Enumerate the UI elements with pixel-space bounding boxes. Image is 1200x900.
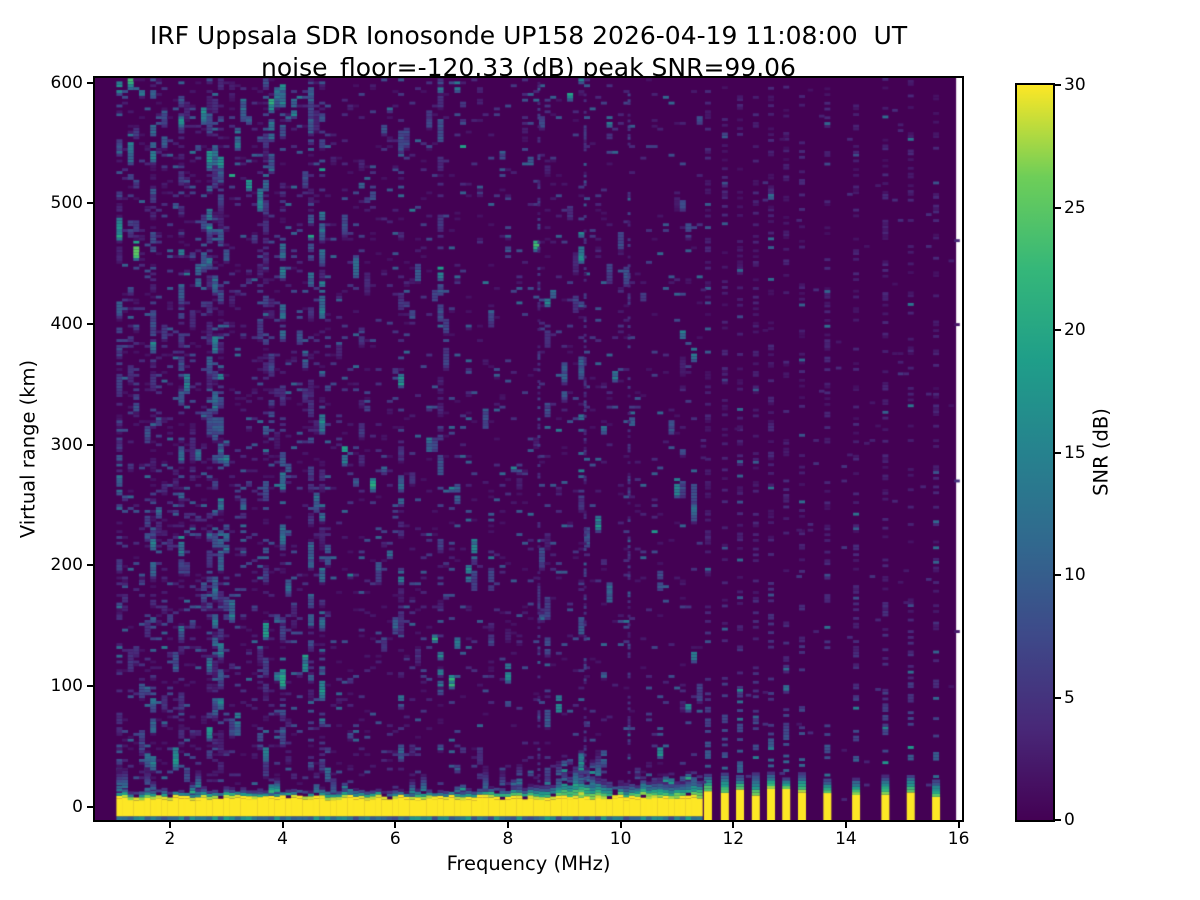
colorbar-label: SNR (dB) <box>1089 408 1113 496</box>
x-tick-label: 14 <box>835 829 857 849</box>
colorbar <box>1015 83 1055 822</box>
colorbar-tick-label: 5 <box>1064 687 1075 708</box>
x-tick <box>281 822 284 828</box>
y-tick-label: 600 <box>50 72 83 93</box>
x-tick <box>844 822 847 828</box>
y-tick <box>87 685 93 688</box>
x-tick <box>168 822 171 828</box>
x-tick <box>506 822 509 828</box>
y-tick <box>87 443 93 446</box>
x-tick-label: 2 <box>164 829 176 849</box>
x-tick-label: 10 <box>609 829 632 849</box>
y-tick <box>87 81 93 84</box>
y-tick-label: 400 <box>50 314 83 335</box>
colorbar-tick <box>1055 84 1061 86</box>
y-tick-label: 0 <box>72 796 83 817</box>
y-tick <box>87 805 93 808</box>
x-tick <box>957 822 960 828</box>
colorbar-gradient <box>1017 85 1053 820</box>
colorbar-tick <box>1055 574 1061 576</box>
colorbar-tick <box>1055 819 1061 821</box>
colorbar-tick-label: 10 <box>1064 565 1086 585</box>
colorbar-tick-label: 30 <box>1064 75 1086 95</box>
x-axis-label: Frequency (MHz) <box>446 852 611 875</box>
x-tick-label: 16 <box>947 829 970 849</box>
x-tick <box>732 822 735 828</box>
colorbar-tick <box>1055 451 1061 454</box>
x-tick-label: 4 <box>277 829 288 849</box>
colorbar-tick <box>1055 206 1061 209</box>
colorbar-tick-label: 15 <box>1064 442 1086 463</box>
x-tick-label: 6 <box>389 829 401 849</box>
x-tick <box>394 822 397 828</box>
y-tick <box>87 323 93 326</box>
y-tick-label: 200 <box>50 555 83 576</box>
y-tick <box>87 202 93 205</box>
x-tick-label: 8 <box>502 829 514 849</box>
colorbar-tick-label: 0 <box>1064 810 1075 830</box>
colorbar-tick-label: 25 <box>1064 197 1086 218</box>
ionogram-heatmap-canvas <box>95 78 962 820</box>
figure-title: IRF Uppsala SDR Ionosonde UP158 2026-04-… <box>149 21 908 50</box>
colorbar-tick-label: 20 <box>1064 320 1086 340</box>
y-tick <box>87 564 93 567</box>
plot-area <box>93 76 964 822</box>
y-tick-label: 100 <box>50 676 83 697</box>
x-tick-label: 12 <box>722 829 745 849</box>
y-tick-label: 500 <box>50 193 83 214</box>
colorbar-tick <box>1055 329 1061 331</box>
y-tick-label: 300 <box>50 434 83 455</box>
colorbar-tick <box>1055 696 1061 699</box>
x-tick <box>619 822 622 828</box>
